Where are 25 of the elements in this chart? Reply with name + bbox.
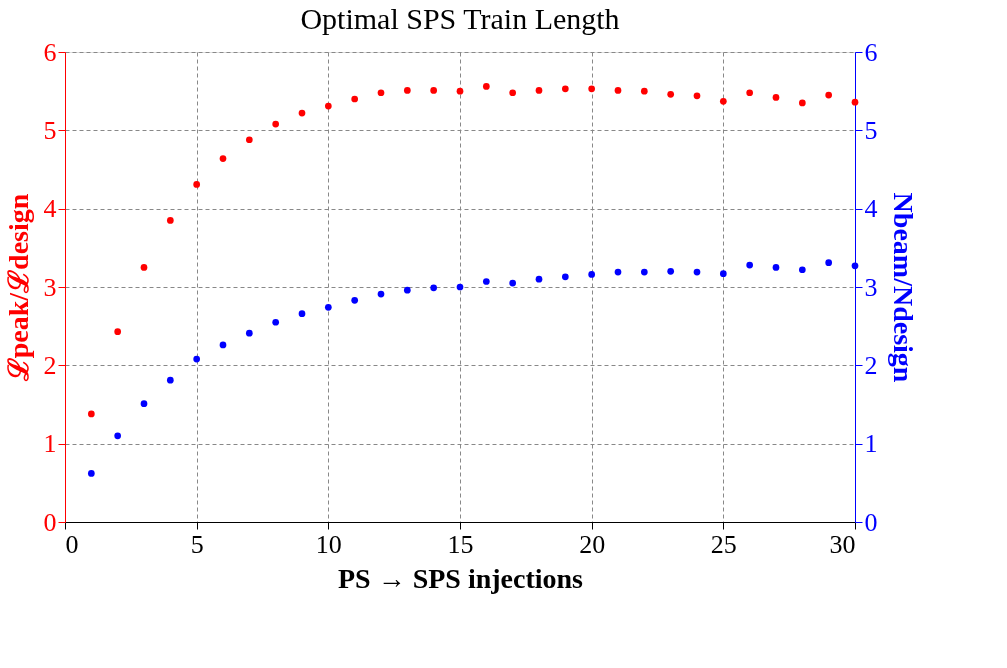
x-tick-label: 0 <box>65 529 79 559</box>
x-tick-label: 20 <box>579 529 606 559</box>
y2-tick-label: 0 <box>864 507 878 537</box>
y2-tick-label: 6 <box>864 37 878 67</box>
x-tick-label: 5 <box>190 529 204 559</box>
y-tick-label: 1 <box>43 429 57 459</box>
y-tick-label: 0 <box>43 507 57 537</box>
x-tick-label: 10 <box>315 529 342 559</box>
y-tick-label: 2 <box>43 350 57 380</box>
x-tick-label: 15 <box>447 529 474 559</box>
y-axis-title: ℒpeak/ℒdesign <box>2 193 34 383</box>
y-tick-label: 6 <box>43 37 57 67</box>
y2-tick-label: 4 <box>864 194 878 224</box>
y2-tick-label: 5 <box>864 115 878 145</box>
x-axis-title: PS → SPS injections <box>337 562 584 594</box>
y-tick-label: 3 <box>43 272 57 302</box>
x-tick-label: 25 <box>710 529 737 559</box>
y2-axis-title: Nbeam/Ndesign <box>887 192 919 383</box>
y-tick-label: 5 <box>43 115 57 145</box>
y-tick-label: 4 <box>43 194 57 224</box>
chart-title: Optimal SPS Train Length <box>300 2 620 35</box>
y2-tick-label: 3 <box>864 272 878 302</box>
x-tick-label: 30 <box>829 529 856 559</box>
y2-tick-label: 1 <box>864 429 878 459</box>
y2-tick-label: 2 <box>864 350 878 380</box>
